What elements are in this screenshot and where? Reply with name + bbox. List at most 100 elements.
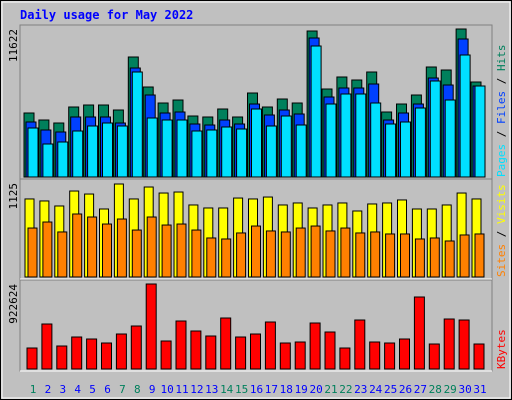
legend-separator: / [495, 124, 508, 144]
bar [175, 320, 187, 370]
x-tick-label: 3 [59, 383, 66, 396]
x-tick-label: 17 [265, 383, 278, 396]
x-tick-label: 7 [119, 383, 126, 396]
bar [339, 347, 351, 370]
legend-entry: Sites [495, 244, 508, 277]
x-tick-label: 23 [354, 383, 367, 396]
bar [235, 336, 247, 370]
bar [294, 341, 306, 370]
bar [279, 342, 291, 370]
x-tick-label: 9 [149, 383, 156, 396]
bar [325, 103, 337, 178]
bar [27, 127, 39, 178]
bar [221, 126, 233, 178]
x-tick-label: 13 [205, 383, 218, 396]
x-tick-label: 6 [104, 383, 111, 396]
x-tick-label: 28 [429, 383, 442, 396]
bar [102, 223, 112, 278]
bar [26, 347, 38, 370]
bar [160, 340, 172, 370]
bar [474, 85, 486, 178]
bar [473, 343, 485, 370]
legend: KBytes [495, 329, 508, 369]
bar [115, 333, 127, 370]
bar [161, 119, 173, 178]
x-tick-label: 19 [295, 383, 308, 396]
bar [280, 115, 292, 178]
bar [27, 227, 38, 278]
legend-separator: / [495, 224, 508, 244]
bar [57, 231, 68, 278]
bar [101, 342, 112, 370]
bar [146, 216, 157, 278]
bar [340, 227, 351, 278]
bar [295, 124, 307, 178]
x-tick-label: 24 [369, 383, 383, 396]
legend-entry: Files [495, 91, 508, 124]
bar [413, 296, 425, 370]
x-tick-label: 1 [30, 383, 37, 396]
x-tick-label: 12 [190, 383, 203, 396]
bar [130, 325, 142, 370]
bar [206, 129, 218, 178]
x-tick-label: 10 [160, 383, 173, 396]
bar [205, 335, 217, 370]
bar [72, 130, 84, 178]
bar [400, 121, 411, 178]
bar [385, 123, 397, 178]
x-tick-label: 8 [134, 383, 141, 396]
bar [400, 233, 410, 278]
legend: Pages / Files / Hits [495, 45, 508, 178]
bar [191, 130, 203, 178]
bar [444, 99, 456, 178]
bar [428, 343, 440, 370]
bar [57, 141, 69, 178]
bar [310, 45, 322, 178]
bar [42, 221, 53, 278]
legend-separator: / [495, 71, 508, 91]
bar [131, 71, 143, 178]
bar [458, 319, 470, 370]
x-tick-label: 25 [384, 383, 397, 396]
bar [87, 216, 98, 278]
bar [71, 336, 83, 370]
bar [295, 227, 306, 278]
bar [444, 240, 455, 278]
bar [236, 232, 247, 278]
bar [443, 318, 455, 370]
bar [161, 224, 172, 278]
bar [191, 229, 202, 278]
bar [414, 107, 426, 178]
x-tick-label: 27 [414, 383, 427, 396]
bar [220, 317, 232, 370]
x-tick-label: 22 [339, 383, 352, 396]
y-tick-label: 11622 [7, 29, 20, 62]
x-tick-label: 4 [74, 383, 81, 396]
bar [459, 234, 470, 278]
bar [236, 128, 248, 178]
x-tick-label: 29 [444, 383, 457, 396]
bar [324, 331, 336, 370]
bar [370, 102, 382, 178]
x-tick-label: 31 [473, 383, 486, 396]
legend: Sites / Visits [495, 184, 508, 277]
bar [354, 319, 366, 370]
bar [385, 233, 396, 278]
x-tick-label: 18 [280, 383, 293, 396]
x-tick-label: 2 [45, 383, 52, 396]
bar [206, 237, 217, 278]
bar [221, 238, 232, 278]
y-tick-label: 1125 [7, 183, 20, 210]
chart-title: Daily usage for May 2022 [20, 8, 193, 22]
x-tick-label: 15 [235, 383, 248, 396]
x-tick-label: 14 [220, 383, 234, 396]
bar [265, 230, 276, 278]
legend-entry: KBytes [495, 329, 508, 369]
bar [474, 233, 485, 278]
bar [399, 338, 410, 370]
bar [309, 322, 321, 370]
x-tick-label: 20 [309, 383, 322, 396]
